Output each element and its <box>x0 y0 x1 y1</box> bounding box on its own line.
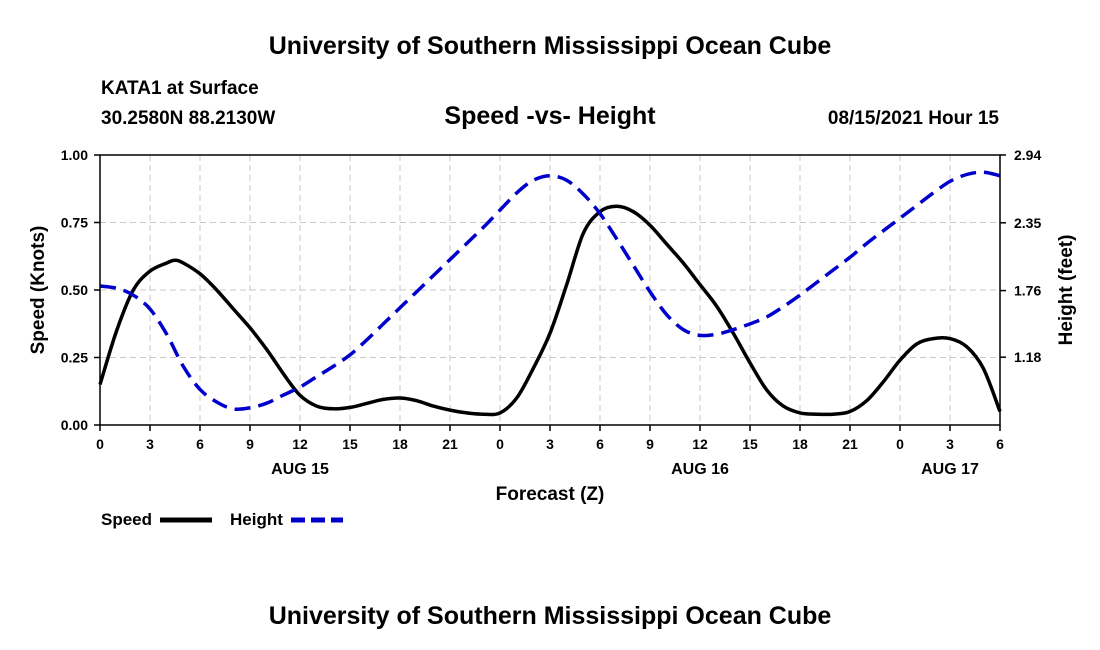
x-tick-label: 18 <box>392 436 408 452</box>
y-right-tick-label: 2.94 <box>1014 147 1041 163</box>
x-tick-label: 18 <box>792 436 808 452</box>
x-date-label: AUG 15 <box>271 461 329 478</box>
legend: Speed Height <box>101 510 343 529</box>
y-right-tick-label: 1.18 <box>1014 349 1041 365</box>
y-right-tick-label: 1.76 <box>1014 283 1041 299</box>
x-tick-label: 9 <box>246 436 254 452</box>
x-tick-label: 6 <box>996 436 1004 452</box>
axis-ticks: 0 3 6 9 12 15 18 21 0 3 6 9 12 15 18 21 0 3 6 AUG 15 AUG 16 A… <box>61 147 1042 478</box>
y-left-tick-label: 0.00 <box>61 417 88 433</box>
y-left-tick-label: 0.75 <box>61 215 88 231</box>
x-tick-label: 12 <box>692 436 708 452</box>
x-tick-label: 0 <box>96 436 104 452</box>
chart-title: Speed -vs- Height <box>444 102 656 130</box>
x-date-label: AUG 16 <box>671 461 729 478</box>
legend-speed-label: Speed <box>101 510 152 529</box>
x-axis-label: Forecast (Z) <box>496 484 605 505</box>
x-tick-label: 6 <box>596 436 604 452</box>
grid-lines <box>100 155 1000 425</box>
y-left-tick-label: 0.50 <box>61 282 88 298</box>
datetime-label: 08/15/2021 Hour 15 <box>828 108 1000 129</box>
x-tick-label: 21 <box>842 436 858 452</box>
y-left-tick-label: 1.00 <box>61 147 88 163</box>
x-tick-label: 0 <box>496 436 504 452</box>
x-date-label: AUG 17 <box>921 461 979 478</box>
legend-height-label: Height <box>230 510 283 529</box>
page-title-bottom: University of Southern Mississippi Ocean… <box>269 602 832 630</box>
y-axis-right-label: Height (feet) <box>1056 235 1077 346</box>
station-label: KATA1 at Surface <box>101 78 259 99</box>
x-tick-label: 3 <box>146 436 154 452</box>
x-tick-label: 21 <box>442 436 458 452</box>
series-line-height <box>99 170 1001 412</box>
series-line-speed <box>98 204 1002 417</box>
x-tick-label: 15 <box>742 436 758 452</box>
series-layer <box>98 170 1002 417</box>
x-tick-label: 9 <box>646 436 654 452</box>
coords-label: 30.2580N 88.2130W <box>101 108 275 129</box>
x-tick-label: 15 <box>342 436 358 452</box>
x-tick-label: 0 <box>896 436 904 452</box>
x-tick-label: 3 <box>946 436 954 452</box>
y-right-tick-label: 2.35 <box>1014 215 1041 231</box>
x-tick-label: 6 <box>196 436 204 452</box>
y-axis-left-label: Speed (Knots) <box>28 226 49 355</box>
y-left-tick-label: 0.25 <box>61 350 88 366</box>
x-tick-label: 3 <box>546 436 554 452</box>
page-title-top: University of Southern Mississippi Ocean… <box>269 32 832 60</box>
x-tick-label: 12 <box>292 436 308 452</box>
